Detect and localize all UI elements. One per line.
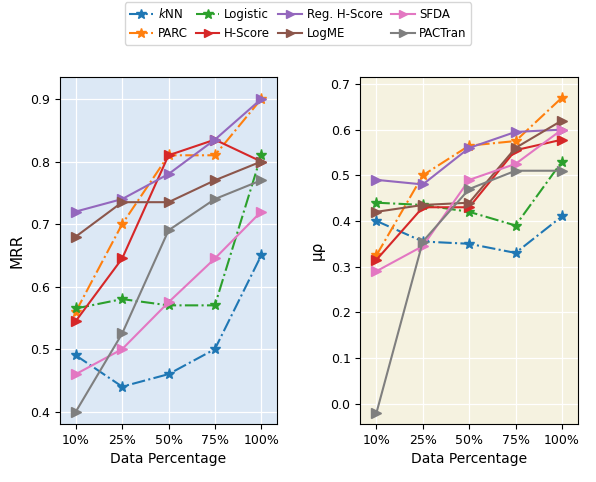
Y-axis label: MRR: MRR [10,233,24,268]
Y-axis label: μρ: μρ [310,241,325,260]
X-axis label: Data Percentage: Data Percentage [110,453,226,467]
Legend: $k$NN, PARC, Logistic, H-Score, Reg. H-Score, LogME, SFDA, PACTran: $k$NN, PARC, Logistic, H-Score, Reg. H-S… [125,2,471,45]
X-axis label: Data Percentage: Data Percentage [411,453,527,467]
